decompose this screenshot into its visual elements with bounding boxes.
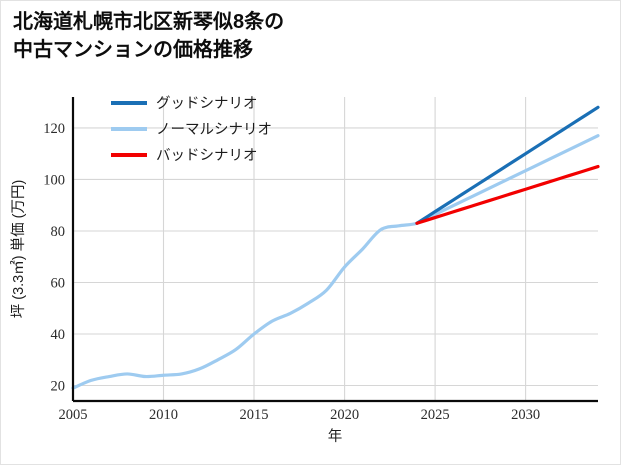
legend-label: グッドシナリオ	[156, 95, 258, 112]
chart-title: 北海道札幌市北区新琴似8条の 中古マンションの価格推移	[13, 11, 285, 61]
y-axis-label: 坪 (3.3㎡) 単価 (万円)	[10, 180, 27, 319]
x-tick-label: 2005	[59, 407, 88, 423]
y-tick-label: 60	[51, 276, 66, 292]
x-tick-labels: 2005 2010 2015 2020 2025 2030	[59, 407, 541, 423]
series-line-good	[415, 105, 600, 225]
legend-label: ノーマルシナリオ	[156, 122, 272, 138]
x-tick-label: 2030	[511, 407, 540, 423]
y-tick-label: 80	[51, 224, 66, 240]
series-line-normal	[71, 134, 600, 390]
x-tick-label: 2025	[421, 407, 450, 423]
x-tick-label: 2015	[240, 407, 269, 423]
series-lines	[71, 105, 600, 390]
y-tick-label: 20	[51, 379, 66, 395]
series-line-bad	[415, 164, 600, 225]
gridlines	[72, 97, 598, 401]
x-axis-label: 年	[328, 428, 343, 445]
y-tick-labels: 20 40 60 80 100 120	[43, 121, 65, 395]
y-tick-label: 40	[51, 327, 66, 343]
y-tick-label: 120	[43, 121, 65, 137]
legend-label: バッドシナリオ	[156, 148, 258, 164]
x-tick-label: 2020	[330, 407, 359, 423]
x-tick-label: 2010	[149, 407, 178, 423]
axis-spines	[71, 97, 598, 403]
y-tick-label: 100	[43, 172, 65, 188]
